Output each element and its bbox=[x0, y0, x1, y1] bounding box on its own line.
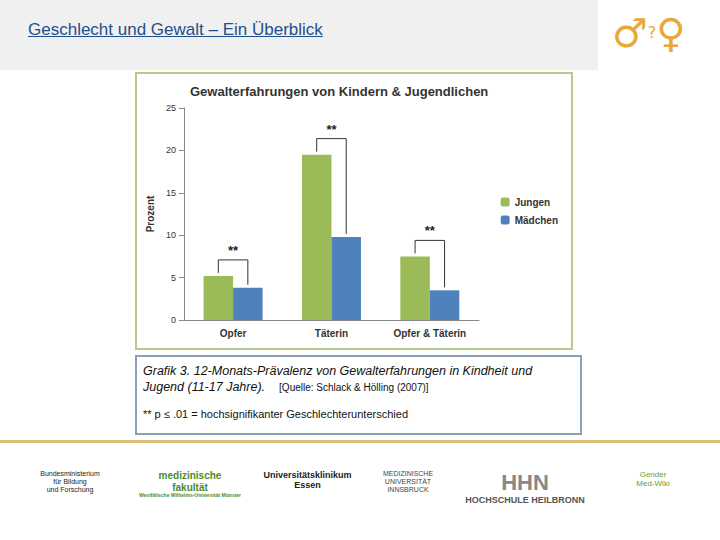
svg-text:Jungen: Jungen bbox=[515, 197, 551, 208]
svg-text:Prozent: Prozent bbox=[145, 195, 156, 232]
svg-text:**: ** bbox=[228, 243, 239, 258]
html-text:HOCHSCHULE HEILBRONN: HOCHSCHULE HEILBRONN bbox=[465, 495, 585, 506]
html-text:Universitätsklinikum: Universitätsklinikum bbox=[263, 470, 352, 480]
html-text:und Forschung: und Forschung bbox=[46, 486, 94, 494]
svg-text:0: 0 bbox=[171, 315, 176, 325]
svg-text:Mädchen: Mädchen bbox=[515, 215, 558, 226]
html-text:Westfälische Wilhelms-Universi: Westfälische Wilhelms-Universität Münste… bbox=[138, 492, 242, 498]
html-text:** p ≤ .01 = hochsignifikanter: ** p ≤ .01 = hochsignifikanter Geschlech… bbox=[143, 408, 408, 420]
svg-text:5: 5 bbox=[171, 273, 176, 283]
svg-text:**: ** bbox=[425, 223, 436, 238]
svg-text:Opfer & Täterin: Opfer & Täterin bbox=[393, 328, 466, 339]
html-text:[Quelle: Schlack & Hölling (20: [Quelle: Schlack & Hölling (2007)] bbox=[279, 382, 429, 393]
html-text:Grafik 3. 12-Monats-Prävalenz: Grafik 3. 12-Monats-Prävalenz von Gewalt… bbox=[143, 364, 533, 394]
svg-text:15: 15 bbox=[166, 188, 176, 198]
svg-text:10: 10 bbox=[166, 230, 176, 240]
html-text:Bundesministerium: Bundesministerium bbox=[40, 470, 100, 477]
html-text:Med-Wiki: Med-Wiki bbox=[636, 479, 670, 489]
svg-text:Täterin: Täterin bbox=[315, 328, 348, 339]
svg-text:**: ** bbox=[326, 122, 337, 137]
html-text:MEDIZINISCHE: MEDIZINISCHE bbox=[382, 470, 434, 477]
svg-text:Gewalterfahrungen von Kindern: Gewalterfahrungen von Kindern & Jugendli… bbox=[190, 84, 488, 99]
html-text:UNIVERSITÄT: UNIVERSITÄT bbox=[384, 478, 432, 485]
html-text:Gender: Gender bbox=[639, 470, 667, 479]
html-text:HHN: HHN bbox=[501, 470, 549, 495]
html-text:INNSBRUCK: INNSBRUCK bbox=[387, 486, 429, 494]
svg-text:25: 25 bbox=[166, 103, 176, 113]
svg-text:Opfer: Opfer bbox=[220, 328, 247, 339]
html-text:Essen: Essen bbox=[294, 480, 321, 491]
html-text:Geschlecht und Gewalt – Ein Üb: Geschlecht und Gewalt – Ein Überblick bbox=[28, 20, 323, 39]
html-text:fakultät: fakultät bbox=[172, 481, 208, 493]
html-text:für Bildung: für Bildung bbox=[53, 478, 87, 485]
html-text:medizinische: medizinische bbox=[158, 470, 222, 481]
svg-text:20: 20 bbox=[166, 145, 176, 155]
